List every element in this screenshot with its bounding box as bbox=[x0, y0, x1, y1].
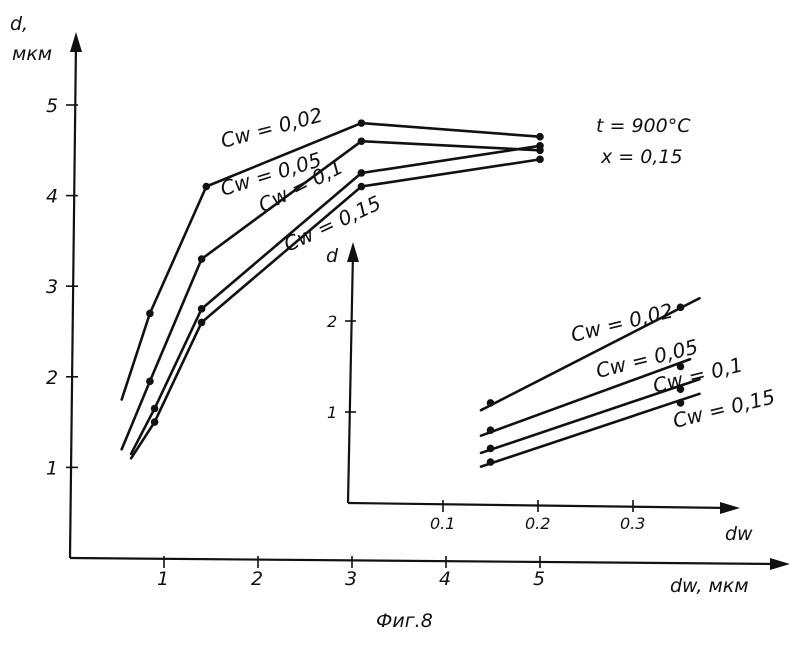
inset-x-axis-arrow bbox=[720, 502, 740, 514]
inset-x-tick-label: 0.1 bbox=[430, 514, 455, 533]
main-y-axis-unit: мкм bbox=[12, 43, 52, 65]
inset-x-tick-label: 0.2 bbox=[525, 514, 550, 533]
main-data-point bbox=[146, 310, 154, 318]
inset-x-axis bbox=[348, 503, 730, 508]
inset-data-point bbox=[487, 458, 495, 466]
main-data-point bbox=[198, 319, 206, 327]
main-x-axis bbox=[70, 558, 780, 564]
main-y-axis-label: d, bbox=[10, 13, 28, 35]
main-y-tick-label: 4 bbox=[46, 186, 58, 208]
main-y-tick-label: 5 bbox=[46, 95, 58, 117]
main-y-tick-label: 2 bbox=[46, 367, 58, 389]
inset-series-label-3: Cw = 0,15 bbox=[670, 384, 777, 433]
inset-chart: 0.10.20.312 d dw Cw = 0,02 Cw = 0,05 Cw … bbox=[326, 242, 777, 545]
main-y-axis-arrow bbox=[70, 32, 82, 52]
inset-series-label-0: Cw = 0,02 bbox=[568, 298, 675, 347]
main-x-tick-label: 4 bbox=[439, 568, 451, 590]
main-y-tick-label: 1 bbox=[46, 457, 58, 479]
main-data-point bbox=[536, 156, 544, 164]
main-chart: 1 2 3 4 5 1 2 3 4 5 d, мкм dw, мкм Cw = 0,02 Cw =… bbox=[10, 13, 790, 597]
main-x-tick-label: 2 bbox=[251, 568, 263, 590]
inset-x-axis-label: dw bbox=[725, 523, 753, 545]
main-data-point bbox=[151, 405, 159, 413]
main-x-tick-label: 1 bbox=[157, 568, 169, 590]
inset-data-point bbox=[487, 399, 495, 407]
inset-y-tick-label: 1 bbox=[327, 403, 337, 422]
main-data-point bbox=[198, 305, 206, 313]
main-data-point bbox=[151, 418, 159, 426]
temperature-param: t = 900°C bbox=[596, 115, 691, 137]
composition-param: x = 0,15 bbox=[600, 146, 683, 168]
inset-y-axis bbox=[348, 252, 353, 503]
main-x-axis-arrow bbox=[770, 558, 790, 570]
main-data-point bbox=[146, 378, 154, 386]
inset-data-point bbox=[677, 304, 685, 312]
figure-caption: Фиг.8 bbox=[376, 610, 433, 632]
main-x-tick-label: 3 bbox=[345, 568, 357, 590]
main-data-point bbox=[358, 137, 366, 145]
inset-y-tick-label: 2 bbox=[327, 312, 337, 331]
inset-series-line-1 bbox=[481, 359, 690, 435]
main-data-point bbox=[198, 255, 206, 263]
main-data-point bbox=[358, 119, 366, 127]
inset-x-tick-label: 0.3 bbox=[620, 514, 645, 533]
main-data-point bbox=[358, 169, 366, 177]
inset-data-point bbox=[487, 426, 495, 434]
main-x-axis-label: dw, мкм bbox=[670, 575, 749, 597]
main-data-point bbox=[536, 142, 544, 150]
main-data-point bbox=[536, 133, 544, 141]
main-y-axis bbox=[70, 42, 76, 558]
main-y-tick-label: 3 bbox=[46, 276, 58, 298]
main-x-tick-label: 5 bbox=[533, 568, 545, 590]
main-data-point bbox=[203, 183, 211, 191]
inset-y-axis-label: d bbox=[326, 245, 339, 267]
inset-data-point bbox=[487, 445, 495, 453]
main-data-point bbox=[358, 183, 366, 191]
inset-series-line-3 bbox=[481, 394, 700, 467]
inset-y-axis-arrow bbox=[347, 242, 359, 262]
